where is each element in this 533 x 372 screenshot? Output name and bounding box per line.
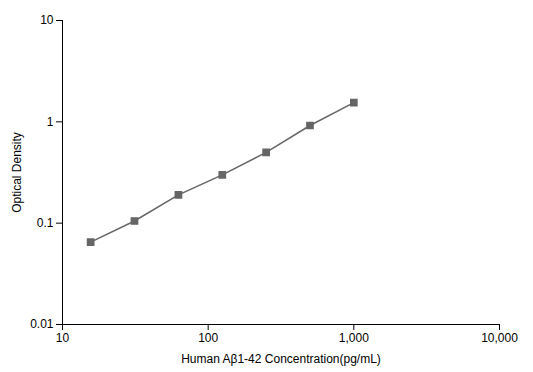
svg-text:Human Aβ1-42 Concentration(pg/: Human Aβ1-42 Concentration(pg/mL) <box>181 352 381 366</box>
svg-text:10: 10 <box>40 13 54 27</box>
svg-text:10: 10 <box>56 331 70 345</box>
svg-text:0.1: 0.1 <box>37 216 54 230</box>
svg-text:10,000: 10,000 <box>481 331 518 345</box>
svg-text:0.01: 0.01 <box>30 317 54 331</box>
svg-text:1,000: 1,000 <box>339 331 369 345</box>
svg-text:Optical Density: Optical Density <box>10 132 24 213</box>
svg-text:1: 1 <box>47 115 54 129</box>
svg-text:100: 100 <box>198 331 218 345</box>
